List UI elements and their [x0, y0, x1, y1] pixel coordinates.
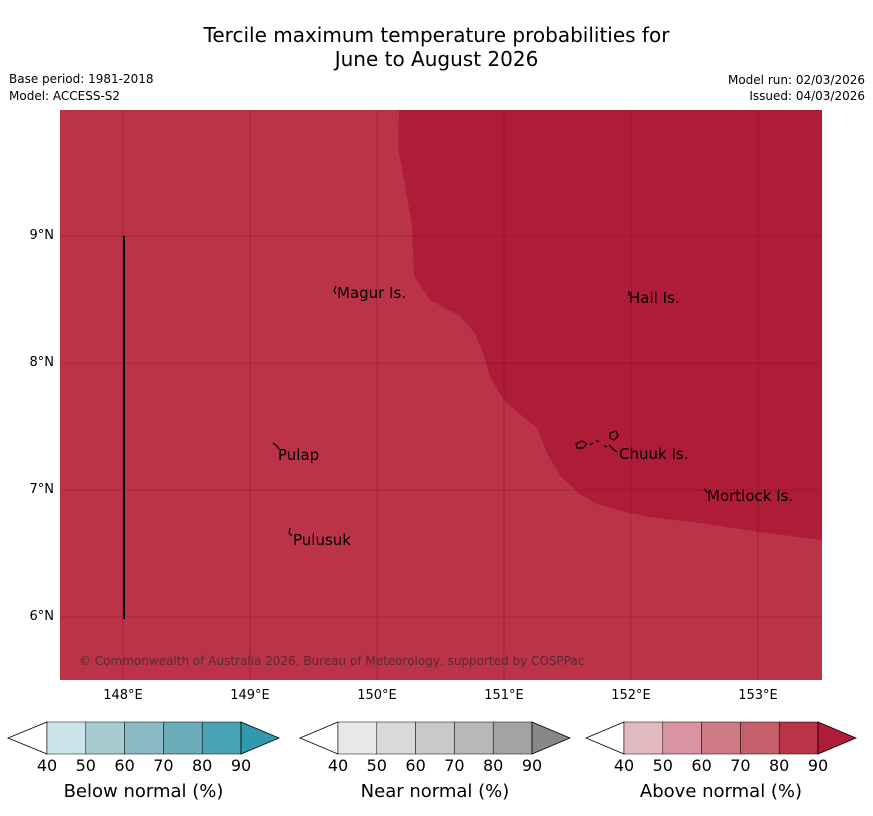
- copyright-notice: © Commonwealth of Australia 2026, Bureau…: [79, 654, 585, 668]
- chuuk-island-shapes: [575, 430, 619, 453]
- colorbar-below-title: Below normal (%): [63, 781, 224, 802]
- colorbar-below-segment-5: [201, 721, 242, 755]
- colorbar-near-title: Near normal (%): [360, 781, 510, 802]
- colorbar-near-tick-40: 40: [327, 756, 349, 775]
- colorbar-above-tick-50: 50: [652, 756, 673, 775]
- colorbar-below-tick-40: 40: [36, 756, 58, 775]
- longitude-label-149e: 149°E: [230, 688, 270, 703]
- colorbar-below-tick-50: 50: [75, 756, 96, 775]
- colorbar-above-segment-2: [662, 721, 702, 755]
- colorbar-near-tick-80: 80: [483, 756, 504, 775]
- colorbar-below-tick-90: 90: [230, 756, 252, 775]
- colorbar-above-segment-4: [740, 721, 780, 755]
- place-label-pulap: Pulap: [278, 446, 320, 464]
- colorbar-above-tick-80: 80: [769, 756, 790, 775]
- issued-date: Issued: 04/03/2026: [749, 89, 865, 103]
- colorbar-above-tick-70: 70: [730, 756, 751, 775]
- colorbar-above-segment-5: [778, 721, 819, 755]
- colorbar-near-segment-5: [492, 721, 533, 755]
- place-label-chuuk: Chuuk Is.: [619, 445, 689, 463]
- colorbar-below-tick-70: 70: [153, 756, 174, 775]
- place-label-mortlock: Mortlock Is.: [707, 487, 794, 505]
- latitude-label-6n: 6°N: [29, 609, 55, 624]
- longitude-label-150e: 150°E: [357, 688, 397, 703]
- longitude-label-148e: 148°E: [103, 688, 143, 703]
- model-run: Model run: 02/03/2026: [727, 73, 865, 87]
- model-name: Model: ACCESS-S2: [9, 89, 121, 103]
- colorbar-above-tick-60: 60: [691, 756, 712, 775]
- colorbar-near-high-extend: [531, 721, 572, 755]
- colorbar-below-segment-2: [85, 721, 125, 755]
- mortlock-island-shape: [703, 488, 709, 494]
- colorbar-near-segment-4: [454, 721, 494, 755]
- place-label-magur: Magur Is.: [337, 284, 407, 302]
- longitude-label-152e: 152°E: [611, 688, 651, 703]
- island-outlines: [272, 285, 709, 537]
- longitude-label-151e: 151°E: [484, 688, 524, 703]
- colorbar-below-segment-4: [163, 721, 203, 755]
- latitude-label-7n: 7°N: [29, 482, 55, 497]
- map-title-line-2: June to August 2026: [334, 47, 539, 71]
- colorbar-above-segment-1: [623, 721, 664, 755]
- colorbar-near-segment-1: [337, 721, 378, 755]
- magur-island-shape: [333, 285, 337, 295]
- colorbar-below-tick-80: 80: [192, 756, 213, 775]
- colorbar-below-segment-3: [124, 721, 164, 755]
- map-title-line-1: Tercile maximum temperature probabilitie…: [203, 23, 670, 47]
- place-label-pulusuk: Pulusuk: [293, 531, 351, 549]
- colorbar-above-high-extend: [817, 721, 858, 755]
- latitude-label-9n: 9°N: [29, 228, 55, 243]
- colorbar-below-tick-60: 60: [114, 756, 135, 775]
- colorbar-above-tick-40: 40: [613, 756, 635, 775]
- place-label-hall: Hall Is.: [629, 289, 680, 307]
- colorbar-near-tick-70: 70: [444, 756, 465, 775]
- colorbar-below-high-extend: [240, 721, 281, 755]
- colorbar-near-tick-90: 90: [521, 756, 543, 775]
- longitude-label-153e: 153°E: [738, 688, 778, 703]
- colorbar-below-low-extend: [6, 721, 48, 755]
- pulap-island-shape: [272, 442, 280, 450]
- colorbar-near-tick-60: 60: [405, 756, 426, 775]
- pulusuk-island-shape: [288, 527, 293, 537]
- colorbar-near-segment-3: [415, 721, 455, 755]
- colorbar-above-title: Above normal (%): [639, 781, 803, 802]
- colorbar-near-tick-50: 50: [366, 756, 387, 775]
- colorbar-near-low-extend: [298, 721, 339, 755]
- colorbar-near-segment-2: [376, 721, 416, 755]
- colorbar-above-segment-3: [701, 721, 741, 755]
- base-period: Base period: 1981-2018: [9, 72, 154, 86]
- colorbar-below-segment-1: [46, 721, 87, 755]
- colorbar-above-tick-90: 90: [807, 756, 829, 775]
- latitude-label-8n: 8°N: [29, 355, 55, 370]
- colorbar-above-low-extend: [584, 721, 625, 755]
